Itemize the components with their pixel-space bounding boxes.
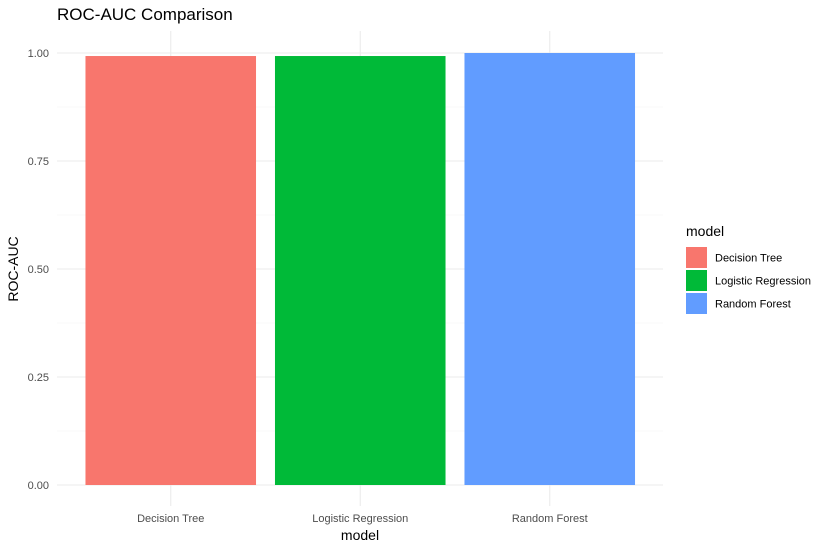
y-tick-label: 1.00 bbox=[28, 48, 49, 60]
x-tick-label: Logistic Regression bbox=[312, 513, 408, 525]
y-tick-label: 0.75 bbox=[28, 156, 49, 168]
y-tick-label: 0.25 bbox=[28, 372, 49, 384]
legend: model Decision Tree Logistic Regression Ra… bbox=[686, 223, 811, 314]
legend-swatch bbox=[686, 247, 707, 268]
y-tick-label: 0.50 bbox=[28, 264, 49, 276]
legend-title: model bbox=[686, 223, 724, 239]
y-axis-ticks: 0.00 0.25 0.50 0.75 1.00 bbox=[28, 48, 49, 492]
legend-swatch bbox=[686, 293, 707, 314]
legend-label: Logistic Regression bbox=[715, 276, 811, 288]
x-axis-ticks: Decision Tree Logistic Regression Random F… bbox=[137, 513, 588, 525]
legend-label: Decision Tree bbox=[715, 253, 782, 265]
y-axis-title: ROC-AUC bbox=[5, 236, 21, 301]
x-tick-label: Random Forest bbox=[512, 513, 588, 525]
y-tick-label: 0.00 bbox=[28, 480, 49, 492]
legend-swatch bbox=[686, 270, 707, 291]
chart-title: ROC-AUC Comparison bbox=[57, 5, 233, 24]
bar bbox=[85, 56, 257, 486]
legend-label: Random Forest bbox=[715, 299, 791, 311]
bar bbox=[464, 53, 636, 485]
bar bbox=[274, 56, 446, 486]
x-tick-label: Decision Tree bbox=[137, 513, 204, 525]
x-axis-title: model bbox=[341, 527, 379, 543]
bars bbox=[85, 53, 636, 486]
